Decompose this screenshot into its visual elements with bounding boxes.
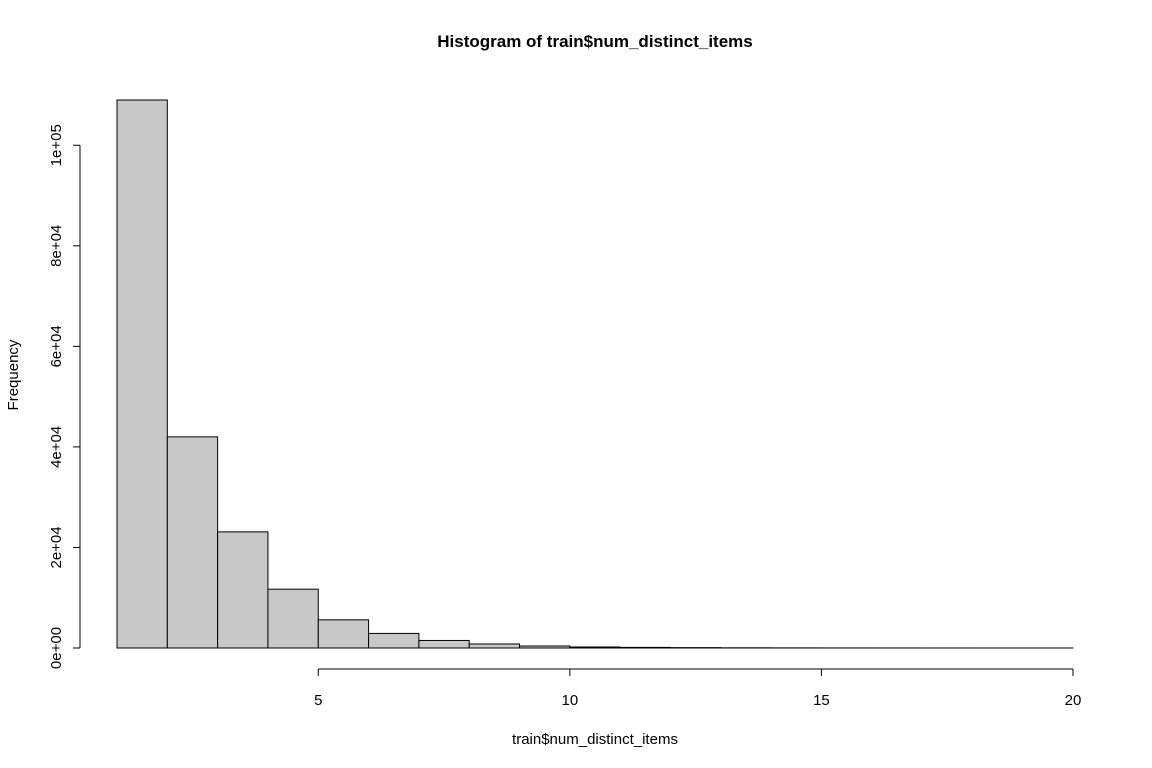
histogram-bar-9 — [519, 645, 571, 649]
histogram-bar-1 — [116, 99, 168, 649]
y-tick-label: 2e+04 — [48, 526, 65, 568]
histogram-bar-6 — [368, 632, 420, 649]
x-tick-label: 10 — [561, 692, 578, 709]
histogram-bar-7 — [418, 639, 470, 649]
x-axis-label: train$num_distinct_items — [512, 731, 678, 748]
histogram-bar-8 — [468, 643, 521, 649]
x-axis: 5 10 15 20 — [314, 668, 1082, 709]
y-tick-label: 8e+04 — [48, 225, 65, 267]
y-axis: 0e+00 2e+04 4e+04 6e+04 8e+04 1e+05 — [48, 124, 81, 669]
x-tick-label: 5 — [314, 692, 322, 709]
y-tick-label: 6e+04 — [48, 325, 65, 367]
bars-group — [116, 99, 1074, 649]
y-tick-label: 0e+00 — [48, 627, 65, 669]
y-axis-label: Frequency — [5, 339, 22, 410]
histogram-bar-5 — [317, 619, 370, 649]
chart-title: Histogram of train$num_distinct_items — [437, 32, 753, 51]
x-tick-label: 15 — [813, 692, 830, 709]
histogram-bar-3 — [217, 531, 269, 649]
histogram-bar-2 — [166, 436, 219, 649]
histogram-bar-4 — [267, 588, 319, 649]
histogram-bar-11 — [619, 646, 671, 649]
x-tick-label: 20 — [1065, 692, 1082, 709]
y-tick-label: 4e+04 — [48, 426, 65, 468]
histogram-bar-10 — [569, 646, 621, 649]
y-tick-label: 1e+05 — [48, 124, 65, 166]
